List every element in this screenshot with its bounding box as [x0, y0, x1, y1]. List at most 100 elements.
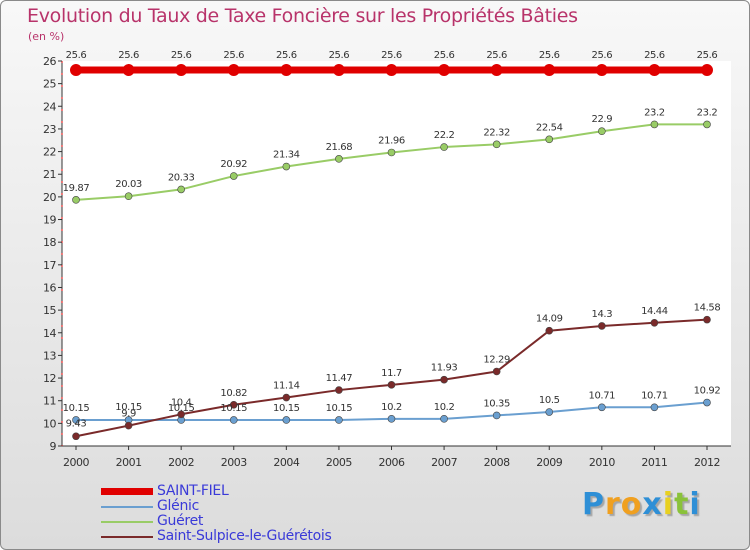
y-tick-label: 25 — [43, 78, 56, 91]
legend: SAINT-FIEL Glénic Guéret Saint-Sulpice-le-G… — [101, 483, 401, 544]
legend-swatch — [101, 506, 153, 508]
legend-swatch — [101, 488, 153, 495]
data-label-saint-fiel: 25.6 — [539, 50, 560, 61]
x-tick-label: 2001 — [116, 456, 142, 469]
data-label-gl-nic: 10.71 — [641, 390, 668, 401]
y-tick-label: 22 — [43, 146, 56, 159]
data-label-saint-fiel: 25.6 — [381, 50, 402, 61]
data-point-gl-nic — [440, 415, 448, 423]
line-chart: 9 10 11 12 13 14 15 16 17 18 19 20 21 22 23 24 25 26 2000 2… — [43, 50, 731, 469]
data-point-gu-ret — [72, 196, 80, 204]
data-label-gu-ret: 22.32 — [483, 127, 510, 138]
data-point-saint-fiel — [490, 64, 503, 77]
data-label-gl-nic: 10.15 — [326, 403, 353, 414]
logo-letter: i — [662, 487, 675, 522]
y-tick-label: 12 — [43, 372, 56, 385]
x-tick-label: 2006 — [379, 456, 405, 469]
data-point-saint-sulpice-le-gu-r-tois — [282, 393, 291, 402]
data-label-saint-sulpice-le-gu-r-tois: 9.43 — [66, 418, 87, 429]
data-label-saint-fiel: 25.6 — [171, 50, 192, 61]
data-label-gl-nic: 10.15 — [63, 403, 90, 414]
data-label-gu-ret: 19.87 — [63, 183, 90, 194]
data-point-saint-fiel — [385, 64, 398, 77]
y-tick-label: 23 — [43, 123, 56, 136]
data-label-gu-ret: 23.2 — [644, 107, 665, 118]
data-label-gu-ret: 21.68 — [326, 142, 353, 153]
data-point-saint-sulpice-le-gu-r-tois — [387, 381, 396, 389]
data-label-gl-nic: 10.71 — [589, 390, 616, 401]
legend-item: SAINT-FIEL — [101, 483, 401, 499]
y-tick-label: 11 — [43, 395, 56, 408]
data-point-gu-ret — [545, 135, 554, 144]
data-label-gu-ret: 20.03 — [115, 179, 142, 190]
data-point-gl-nic — [650, 403, 659, 412]
y-tick-label: 17 — [43, 259, 56, 272]
data-label-gu-ret: 20.92 — [220, 159, 247, 170]
data-label-gu-ret: 21.34 — [273, 150, 300, 161]
data-label-saint-sulpice-le-gu-r-tois: 10.4 — [171, 397, 192, 408]
data-point-saint-fiel — [648, 64, 661, 77]
data-point-gu-ret — [124, 192, 133, 201]
data-label-saint-sulpice-le-gu-r-tois: 9.9 — [121, 409, 136, 420]
y-tick-label: 19 — [43, 214, 56, 227]
logo-letter: x — [642, 487, 663, 522]
proxiti-logo: Proxiti — [582, 487, 701, 522]
data-point-saint-sulpice-le-gu-r-tois — [492, 367, 501, 376]
data-label-gl-nic: 10.15 — [273, 403, 300, 414]
data-label-gl-nic: 10.2 — [434, 402, 455, 413]
y-tick-label: 26 — [43, 55, 56, 68]
data-label-gl-nic: 10.35 — [483, 398, 510, 409]
data-point-saint-sulpice-le-gu-r-tois — [650, 318, 659, 327]
data-label-gl-nic: 10.2 — [381, 402, 402, 413]
data-label-gu-ret: 21.96 — [378, 135, 405, 146]
data-point-gl-nic — [387, 415, 396, 423]
data-label-saint-fiel: 25.6 — [486, 50, 507, 61]
data-label-gu-ret: 22.54 — [536, 122, 563, 133]
data-point-gl-nic — [335, 416, 343, 424]
data-label-saint-sulpice-le-gu-r-tois: 14.3 — [591, 309, 612, 320]
y-tick-label: 21 — [43, 168, 56, 181]
chart-title: Evolution du Taux de Taxe Foncière sur l… — [27, 5, 578, 27]
x-tick-label: 2005 — [326, 456, 352, 469]
data-label-saint-sulpice-le-gu-r-tois: 10.82 — [220, 388, 247, 399]
data-point-gu-ret — [440, 143, 448, 151]
y-tick-label: 15 — [43, 304, 56, 317]
data-point-saint-sulpice-le-gu-r-tois — [703, 315, 711, 324]
legend-label: SAINT-FIEL — [157, 483, 229, 499]
data-point-gl-nic — [598, 403, 606, 412]
data-point-gu-ret — [387, 148, 396, 157]
data-label-gu-ret: 20.33 — [168, 172, 195, 183]
x-tick-label: 2009 — [536, 456, 562, 469]
data-point-gl-nic — [72, 416, 80, 424]
y-tick-label: 18 — [43, 236, 56, 249]
y-tick-label: 10 — [43, 417, 56, 430]
data-label-saint-sulpice-le-gu-r-tois: 12.29 — [483, 354, 510, 365]
data-label-saint-fiel: 25.6 — [276, 50, 297, 61]
data-label-gu-ret: 23.2 — [697, 107, 718, 118]
x-tick-label: 2004 — [273, 456, 299, 469]
legend-item: Guéret — [101, 513, 401, 529]
data-label-saint-fiel: 25.6 — [118, 50, 139, 61]
x-tick-label: 2007 — [431, 456, 457, 469]
y-tick-label: 14 — [43, 327, 56, 340]
data-label-gl-nic: 10.15 — [115, 402, 142, 413]
data-label-gl-nic: 10.5 — [539, 395, 560, 406]
data-label-saint-sulpice-le-gu-r-tois: 11.93 — [431, 363, 458, 374]
data-label-saint-sulpice-le-gu-r-tois: 14.09 — [536, 314, 563, 325]
x-tick-label: 2008 — [484, 456, 510, 469]
data-label-saint-fiel: 25.6 — [591, 50, 612, 61]
data-label-saint-sulpice-le-gu-r-tois: 14.58 — [694, 303, 721, 314]
data-point-saint-fiel — [438, 64, 451, 77]
y-unit-label: (en %) — [28, 30, 65, 43]
y-tick-label: 20 — [43, 191, 56, 204]
data-point-gu-ret — [492, 140, 501, 149]
logo-letter: r — [605, 487, 621, 522]
x-tick-label: 2011 — [641, 456, 667, 469]
logo-letter: i — [689, 487, 701, 522]
data-label-saint-fiel: 25.6 — [223, 50, 244, 61]
data-point-saint-sulpice-le-gu-r-tois — [440, 375, 448, 384]
data-point-saint-fiel — [595, 64, 608, 77]
data-point-saint-sulpice-le-gu-r-tois — [598, 322, 606, 330]
logo-letter: t — [674, 487, 690, 522]
